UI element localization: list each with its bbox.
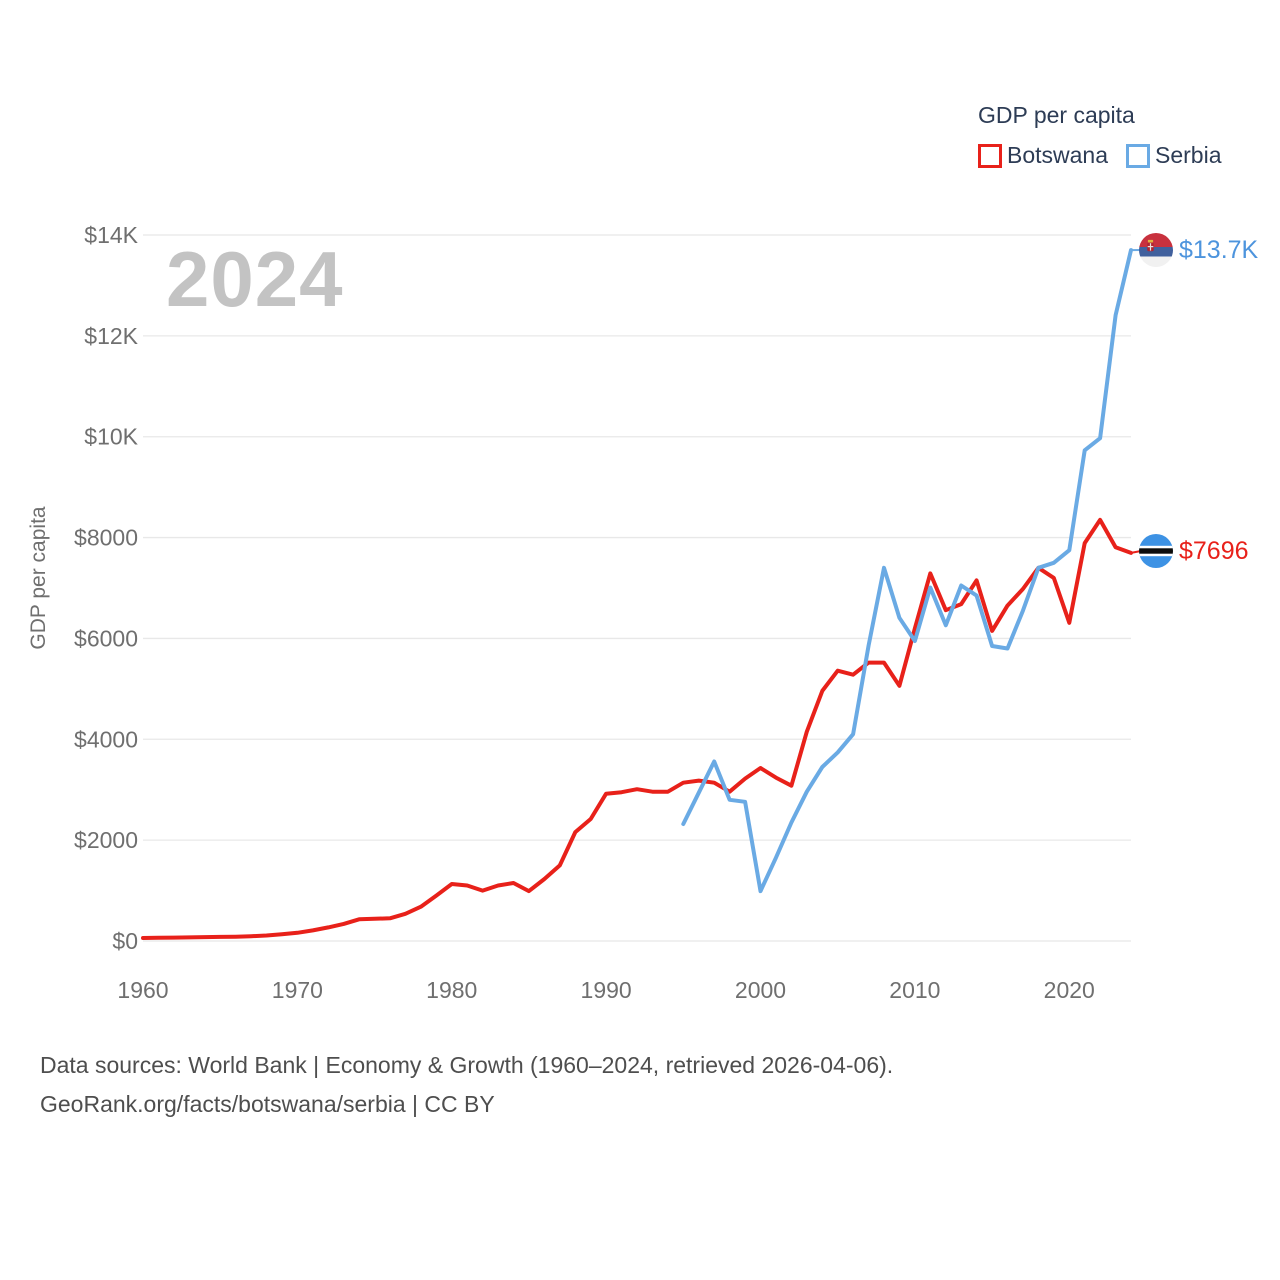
x-tick-label: 2020 <box>1044 977 1095 1003</box>
legend-title: GDP per capita <box>978 102 1135 128</box>
x-tick-label: 1970 <box>272 977 323 1003</box>
end-label-botswana-value: $7696 <box>1179 537 1249 565</box>
botswana-flag-icon <box>1139 534 1173 568</box>
legend-item-label: Serbia <box>1155 142 1222 168</box>
series-line-serbia <box>681 248 1133 894</box>
legend-item-label: Botswana <box>1007 142 1109 168</box>
x-tick-label: 2000 <box>735 977 786 1003</box>
y-tick-label: $12K <box>84 323 138 349</box>
footer-attribution-line: GeoRank.org/facts/botswana/serbia | CC B… <box>40 1091 495 1117</box>
botswana-swatch-icon <box>978 143 1002 168</box>
serbia-flag-icon <box>1139 233 1173 267</box>
y-tick-label: $14K <box>84 222 138 248</box>
end-label-botswana: $7696 <box>1139 534 1249 568</box>
y-tick-label: $8000 <box>74 525 138 551</box>
x-tick-label: 1960 <box>117 977 168 1003</box>
x-tick-label: 2010 <box>889 977 940 1003</box>
end-label-serbia-value: $13.7K <box>1179 236 1259 264</box>
series-line-botswana <box>141 517 1133 940</box>
x-tick-label: 1980 <box>426 977 477 1003</box>
y-tick-label: $2000 <box>74 827 138 853</box>
y-tick-label: $0 <box>112 928 138 954</box>
end-label-serbia: $13.7K <box>1139 233 1258 267</box>
y-tick-label: $6000 <box>74 625 138 651</box>
y-tick-label: $10K <box>84 424 138 450</box>
y-axis-title: GDP per capita <box>27 506 50 650</box>
legend-item-botswana[interactable]: Botswana <box>978 142 1108 169</box>
y-tick-label: $4000 <box>74 726 138 752</box>
footer: Data sources: World Bank | Economy & Gro… <box>40 1046 893 1124</box>
serbia-swatch-icon <box>1126 143 1151 168</box>
legend: GDP per capita Botswana Serbia <box>978 102 1222 169</box>
legend-item-serbia[interactable]: Serbia <box>1126 142 1222 169</box>
legend-items: Botswana Serbia <box>978 142 1222 169</box>
footer-source-line: Data sources: World Bank | Economy & Gro… <box>40 1052 894 1078</box>
watermark-year: 2024 <box>166 235 344 323</box>
x-tick-label: 1990 <box>581 977 632 1003</box>
